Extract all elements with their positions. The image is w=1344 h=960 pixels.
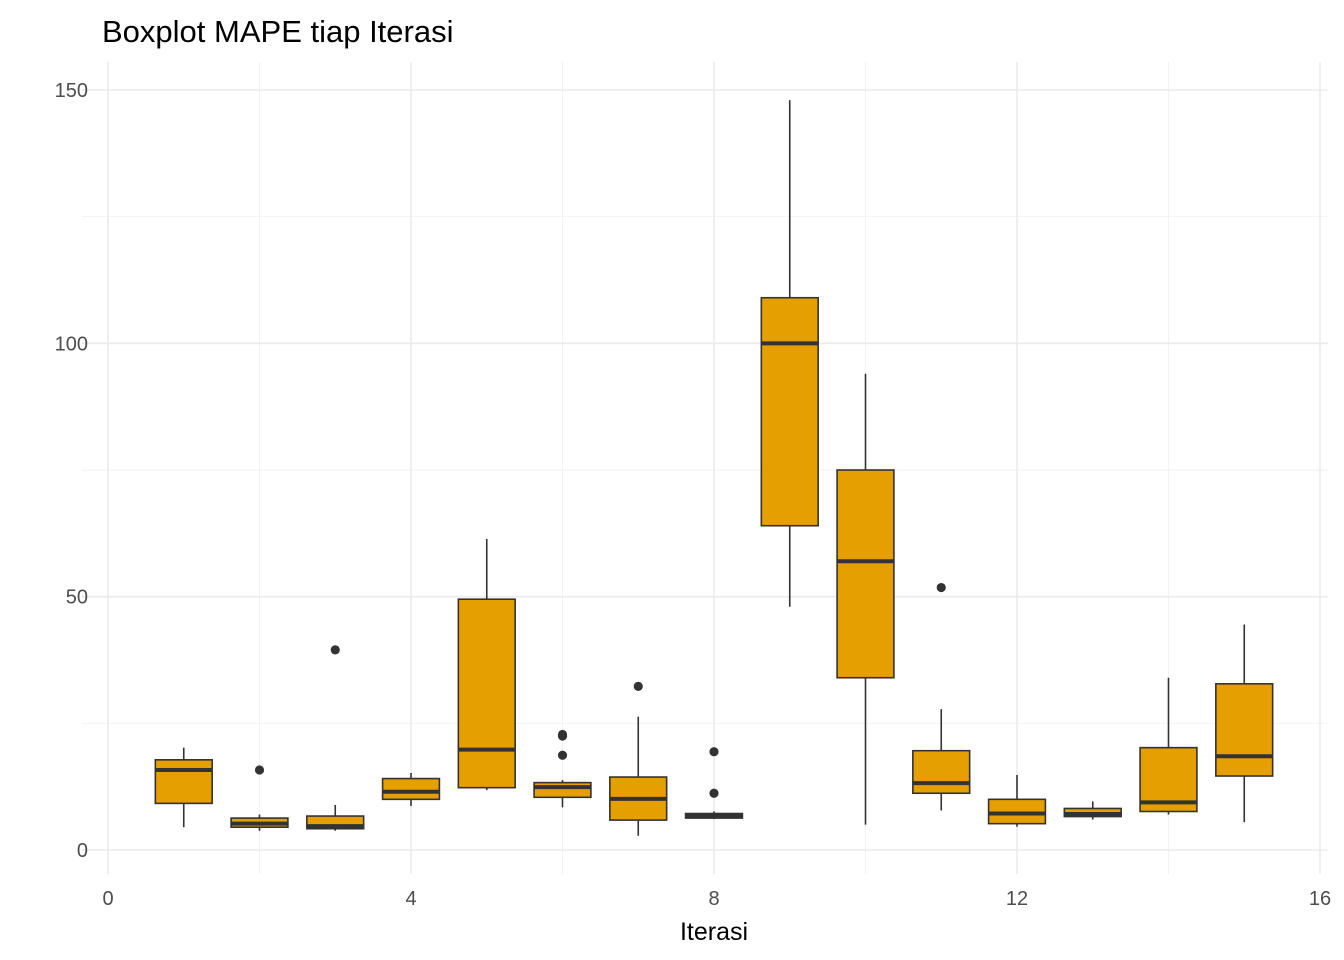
box-iqr xyxy=(836,469,895,679)
x-tick-label: 8 xyxy=(708,888,719,910)
outlier-point xyxy=(709,747,719,757)
box-iqr xyxy=(1215,683,1274,777)
y-tick-label: 50 xyxy=(66,587,88,609)
box-group xyxy=(684,747,744,820)
x-tick-label: 12 xyxy=(1006,888,1028,910)
box-iqr xyxy=(912,749,971,795)
box-group xyxy=(533,729,592,808)
box-group xyxy=(1139,677,1198,815)
box-group xyxy=(609,681,668,836)
box-group xyxy=(306,645,365,831)
box-group xyxy=(381,772,441,806)
x-tick-label: 16 xyxy=(1309,888,1331,910)
outlier-point xyxy=(557,750,568,760)
box-group xyxy=(987,775,1047,827)
y-tick-label: 100 xyxy=(55,333,88,355)
axis-ticks: 0 4 8 12 16 0 50 100 150 xyxy=(55,80,1332,910)
box-group xyxy=(457,538,516,791)
box-iqr xyxy=(760,296,819,527)
box-iqr xyxy=(457,598,516,789)
chart-title: Boxplot MAPE tiap Iterasi xyxy=(102,14,454,49)
box-iqr xyxy=(987,798,1047,825)
grid-lines xyxy=(82,62,1328,874)
box-group xyxy=(912,582,971,811)
box-group xyxy=(760,100,819,607)
box-group xyxy=(1063,801,1122,820)
box-iqr xyxy=(381,777,441,801)
box-group xyxy=(154,747,213,828)
outlier-point xyxy=(254,765,265,775)
x-tick-label: 0 xyxy=(102,888,113,910)
outlier-point xyxy=(633,681,643,691)
outlier-point xyxy=(936,582,946,593)
y-tick-label: 0 xyxy=(77,840,88,862)
box-iqr xyxy=(154,759,213,805)
outlier-point xyxy=(330,645,340,655)
box-iqr xyxy=(533,781,592,799)
box-group xyxy=(1215,624,1274,823)
outlier-point xyxy=(557,729,568,740)
x-axis-title: Iterasi xyxy=(680,918,748,946)
boxes xyxy=(154,100,1274,836)
outlier-point xyxy=(709,788,719,798)
y-tick-label: 150 xyxy=(55,80,88,102)
box-group xyxy=(230,765,289,831)
x-tick-label: 4 xyxy=(405,888,416,910)
box-group xyxy=(836,373,895,825)
